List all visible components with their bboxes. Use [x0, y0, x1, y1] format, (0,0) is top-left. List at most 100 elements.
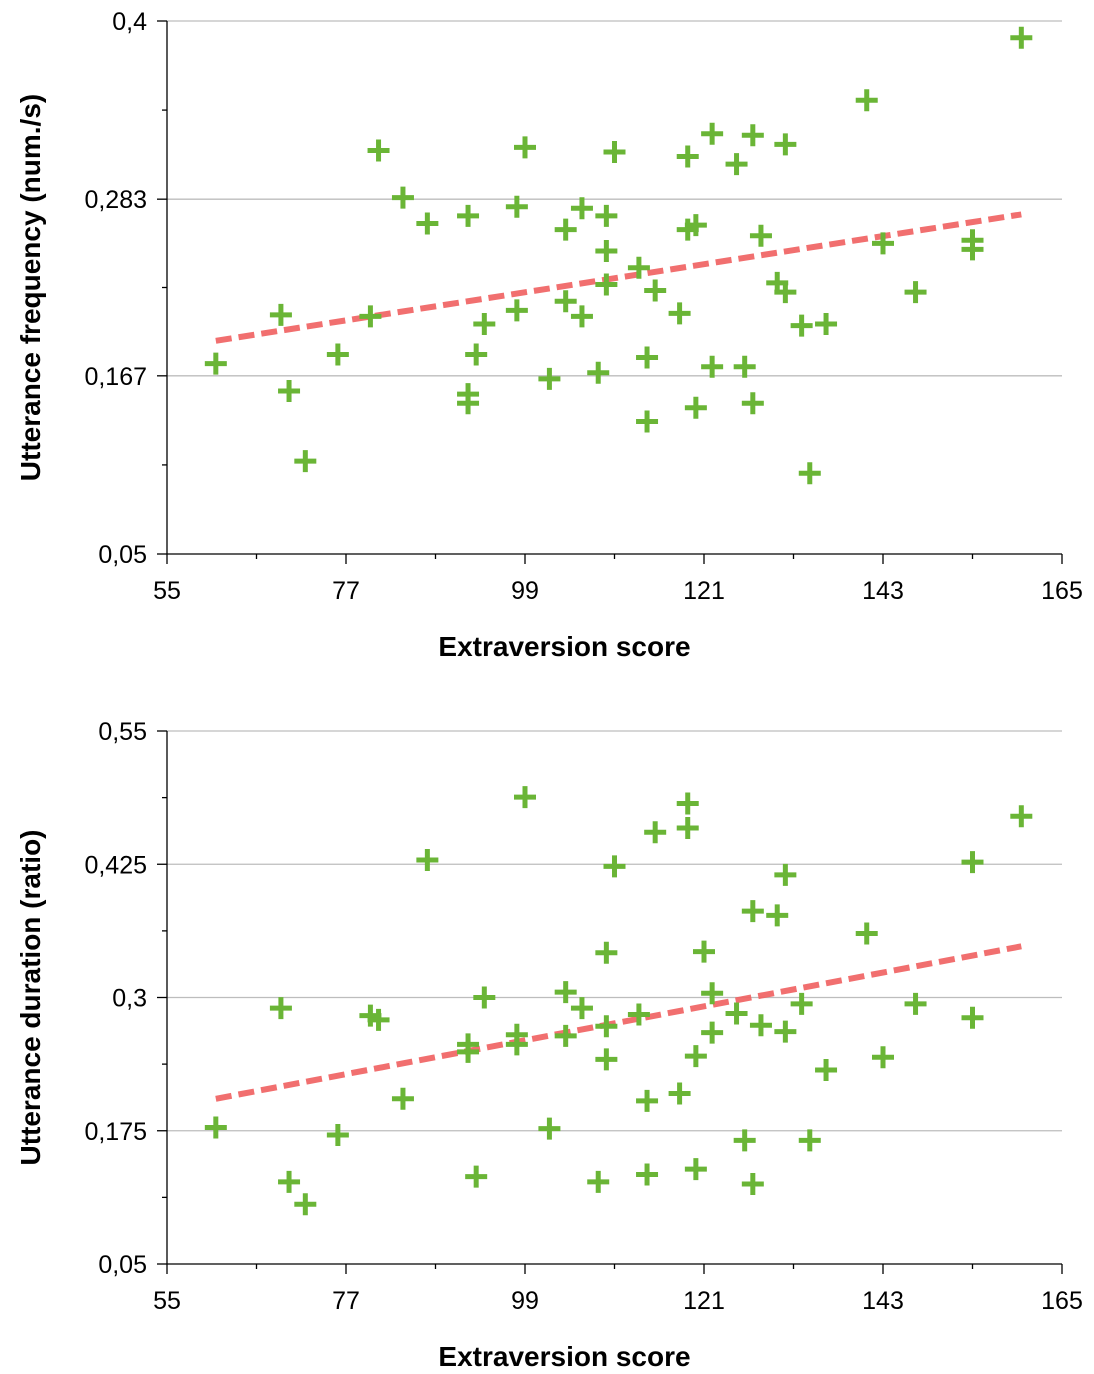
data-point	[904, 992, 927, 1015]
data-point	[359, 305, 382, 328]
data-point	[725, 1002, 748, 1025]
data-point	[693, 940, 715, 963]
data-point	[554, 290, 577, 313]
data-point	[473, 986, 496, 1009]
data-point	[741, 124, 764, 147]
data-point	[701, 1021, 724, 1044]
data-point	[416, 212, 439, 235]
data-point	[701, 122, 724, 145]
data-point	[326, 1124, 349, 1147]
x-tick-label: 99	[511, 1287, 539, 1315]
data-point	[570, 997, 593, 1020]
data-point	[961, 851, 984, 874]
utterance-frequency-chart: 0,05 0,167 0,283 0,4 55 77 99 121 143 165 Extraver…	[15, 8, 1083, 662]
data-point	[603, 140, 626, 163]
data-point	[904, 281, 927, 304]
data-point	[1010, 26, 1033, 49]
x-tick-label: 55	[153, 577, 181, 605]
data-point	[595, 1015, 618, 1038]
data-point	[684, 1045, 707, 1068]
x-tick-label: 121	[683, 577, 725, 605]
x-tick-label: 55	[153, 1287, 181, 1315]
data-point	[766, 904, 789, 927]
data-point	[294, 450, 317, 473]
data-point	[278, 1170, 301, 1193]
data-point	[701, 355, 724, 378]
data-point	[570, 197, 593, 220]
data-point	[644, 821, 667, 844]
data-point	[269, 997, 292, 1020]
data-point	[457, 204, 480, 227]
data-point	[554, 1024, 577, 1047]
data-point	[684, 1158, 707, 1181]
data-point	[676, 817, 699, 840]
data-point	[815, 313, 838, 336]
trend-line	[215, 211, 1022, 344]
data-point	[603, 855, 626, 878]
data-point	[595, 273, 618, 296]
y-tick-label: 0,283	[84, 186, 147, 214]
data-point	[505, 195, 528, 218]
data-point	[668, 1082, 691, 1105]
data-point	[587, 1170, 610, 1193]
data-point	[391, 1087, 414, 1110]
y-tick-label: 0,05	[98, 541, 147, 569]
data-point	[294, 1193, 317, 1216]
data-point	[798, 1129, 821, 1152]
data-point	[725, 153, 748, 176]
y-tick-label: 0,4	[112, 8, 147, 36]
data-point	[391, 186, 414, 209]
data-point	[872, 1046, 894, 1069]
data-point	[204, 1116, 227, 1139]
data-point	[733, 1129, 756, 1152]
data-point	[668, 302, 691, 325]
data-point	[733, 355, 756, 378]
data-point	[595, 239, 618, 262]
y-tick-label: 0,167	[84, 363, 147, 391]
y-axis-title: Utterance frequency (num./s)	[15, 94, 46, 481]
y-tick-label: 0,425	[84, 851, 147, 879]
data-point	[855, 922, 878, 945]
data-point	[741, 900, 764, 923]
data-point	[684, 214, 707, 237]
data-point	[741, 392, 764, 415]
data-point	[538, 367, 561, 390]
data-point	[457, 1040, 480, 1063]
y-tick-label: 0,05	[98, 1251, 147, 1279]
y-axis-title: Utterance duration (ratio)	[15, 829, 46, 1165]
data-point	[473, 313, 496, 336]
data-point	[367, 1008, 390, 1031]
data-point	[278, 380, 301, 403]
x-tick-label: 165	[1041, 1287, 1083, 1315]
data-point	[636, 1089, 659, 1112]
x-tick-label: 77	[332, 1287, 360, 1315]
data-point	[514, 786, 536, 809]
y-tick-label: 0,175	[84, 1118, 147, 1146]
data-point	[554, 981, 577, 1004]
data-point	[457, 392, 480, 415]
x-tick-label: 99	[511, 577, 539, 605]
data-point	[636, 410, 659, 433]
data-point	[1010, 805, 1033, 828]
x-axis-title: Extraversion score	[438, 631, 690, 662]
data-point	[367, 139, 390, 162]
data-point	[872, 232, 894, 255]
data-point	[514, 136, 536, 159]
y-tick-label: 0,55	[98, 718, 147, 746]
data-point	[855, 89, 878, 112]
data-point	[684, 396, 707, 419]
data-point	[790, 314, 813, 337]
data-point	[269, 303, 292, 326]
trend-line	[215, 943, 1022, 1102]
data-point	[587, 361, 610, 384]
data-point	[505, 299, 528, 322]
data-point	[465, 1165, 488, 1188]
data-point	[749, 1014, 772, 1037]
x-tick-label: 121	[683, 1287, 725, 1315]
data-point	[749, 224, 772, 247]
utterance-duration-chart: 0,05 0,175 0,3 0,425 0,55 55 77 99 121 143 165 Extr…	[15, 718, 1083, 1372]
data-point	[644, 279, 667, 302]
data-point	[798, 462, 821, 485]
